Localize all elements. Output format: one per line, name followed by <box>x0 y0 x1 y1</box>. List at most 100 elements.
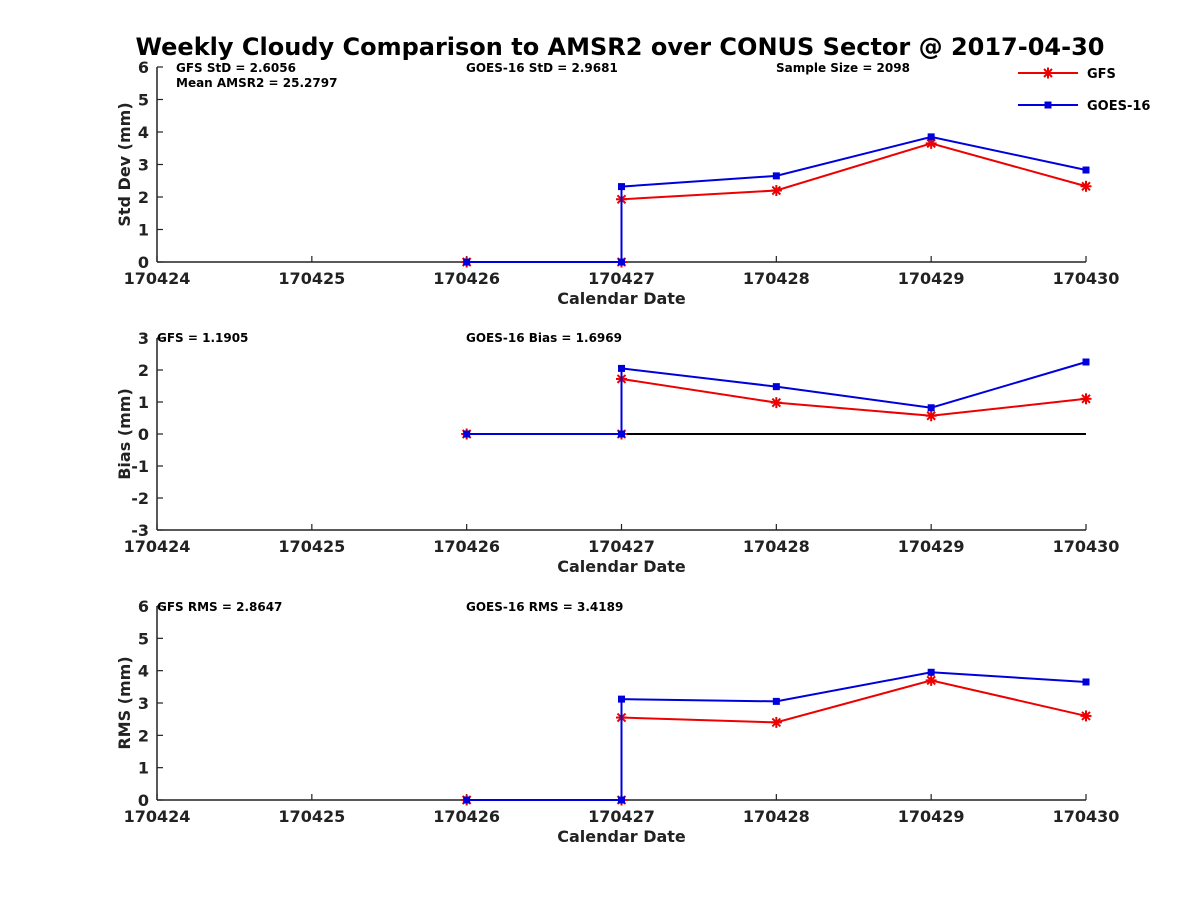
y-tick-label: 2 <box>138 188 149 207</box>
y-axis-label: RMS (mm) <box>115 656 134 749</box>
legend-goes16: GOES-16 <box>1018 99 1150 114</box>
legend-label: GFS <box>1087 67 1116 82</box>
x-axis-label: Calendar Date <box>557 557 686 576</box>
data-point <box>1080 393 1092 405</box>
data-point <box>925 674 937 686</box>
y-tick-label: 6 <box>138 597 149 616</box>
y-axis-label: Std Dev (mm) <box>115 102 134 226</box>
y-tick-label: 3 <box>138 156 149 175</box>
data-point <box>618 796 625 804</box>
y-axis-label: Bias (mm) <box>115 388 134 480</box>
x-tick-label: 170426 <box>433 269 500 288</box>
panel-3: 170424 170425 170426 170427 170428 170429 1704… <box>115 597 1119 846</box>
annotation: Mean AMSR2 = 25.2797 <box>176 76 337 90</box>
data-point <box>927 133 935 141</box>
chart-title: Weekly Cloudy Comparison to AMSR2 over C… <box>136 33 1105 61</box>
series-line <box>466 671 1087 801</box>
y-tick-label: -2 <box>131 489 149 508</box>
x-axis-label: Calendar Date <box>557 827 686 846</box>
x-tick-label: 170424 <box>124 807 191 826</box>
x-tick-label: 170430 <box>1053 537 1120 556</box>
series-line <box>466 142 1087 263</box>
x-tick-label: 170427 <box>588 269 655 288</box>
data-point <box>772 383 780 391</box>
legend-gfs: GFS <box>1018 67 1116 82</box>
data-point <box>1082 678 1090 686</box>
data-point <box>770 716 782 728</box>
x-axis-label: Calendar Date <box>557 289 686 308</box>
series-gfs <box>461 674 1092 806</box>
series-goes16 <box>463 133 1090 266</box>
data-point <box>463 796 471 804</box>
y-tick-label: 3 <box>138 329 149 348</box>
data-point <box>1080 180 1092 192</box>
series-gfs <box>461 137 1092 268</box>
y-tick-label: 4 <box>138 123 149 142</box>
y-tick-label: 1 <box>138 221 149 240</box>
y-tick-label: 1 <box>138 393 149 412</box>
y-tick-label: -3 <box>131 521 149 540</box>
annotation: GOES-16 Bias = 1.6969 <box>466 331 622 345</box>
data-point <box>463 258 471 266</box>
x-tick-label: 170427 <box>588 537 655 556</box>
x-tick-label: 170427 <box>588 807 655 826</box>
annotation: GFS = 1.1905 <box>157 331 248 345</box>
x-tick-label: 170424 <box>124 269 191 288</box>
data-point <box>927 668 935 676</box>
x-tick-label: 170428 <box>743 537 810 556</box>
annotation: GFS StD = 2.6056 <box>176 61 296 75</box>
series-line <box>466 361 1087 435</box>
annotation: GFS RMS = 2.8647 <box>157 600 282 614</box>
x-tick-label: 170430 <box>1053 807 1120 826</box>
x-tick-label: 170429 <box>898 807 965 826</box>
data-point <box>925 410 937 422</box>
annotation: GOES-16 RMS = 3.4189 <box>466 600 623 614</box>
series-goes16 <box>463 668 1090 804</box>
x-tick-label: 170428 <box>743 269 810 288</box>
x-tick-label: 170425 <box>278 269 345 288</box>
chart-panels: 170424 170425 170426 170427 170428 170429 1704… <box>115 58 1119 846</box>
data-point <box>770 397 782 409</box>
legend-marker <box>1042 67 1054 79</box>
data-point <box>770 185 782 196</box>
y-tick-label: 0 <box>138 253 149 272</box>
data-point <box>772 172 780 180</box>
x-tick-label: 170428 <box>743 807 810 826</box>
legend-label: GOES-16 <box>1087 99 1150 114</box>
data-point <box>1080 710 1092 722</box>
data-point <box>1082 166 1090 174</box>
x-tick-label: 170424 <box>124 537 191 556</box>
legend-marker <box>1044 101 1052 109</box>
panel-1: 170424 170425 170426 170427 170428 170429 1704… <box>115 58 1119 308</box>
x-tick-label: 170425 <box>278 807 345 826</box>
y-tick-label: 5 <box>138 629 149 648</box>
x-tick-label: 170429 <box>898 537 965 556</box>
y-tick-label: 0 <box>138 425 149 444</box>
data-point <box>927 404 935 412</box>
data-point <box>772 697 780 705</box>
x-tick-label: 170425 <box>278 537 345 556</box>
data-point <box>618 430 625 438</box>
annotation: GOES-16 StD = 2.9681 <box>466 61 618 75</box>
y-tick-label: 4 <box>138 662 149 681</box>
panel-2: 170424 170425 170426 170427 170428 170429 1704… <box>115 329 1119 576</box>
x-tick-label: 170429 <box>898 269 965 288</box>
y-tick-label: 3 <box>138 694 149 713</box>
data-point <box>618 183 625 191</box>
x-tick-label: 170426 <box>433 807 500 826</box>
series-line <box>466 135 1087 263</box>
y-tick-label: 6 <box>138 58 149 77</box>
y-tick-label: 5 <box>138 91 149 110</box>
y-tick-label: 2 <box>138 726 149 745</box>
data-point <box>618 695 625 703</box>
annotation: Sample Size = 2098 <box>776 61 910 75</box>
y-tick-label: 0 <box>138 791 149 810</box>
x-tick-label: 170426 <box>433 537 500 556</box>
y-tick-label: 2 <box>138 361 149 380</box>
y-tick-label: -1 <box>131 457 149 476</box>
x-tick-label: 170430 <box>1053 269 1120 288</box>
data-point <box>1082 358 1090 366</box>
series-goes16 <box>463 358 1090 438</box>
legend: GFS GOES-16 <box>1018 67 1150 114</box>
